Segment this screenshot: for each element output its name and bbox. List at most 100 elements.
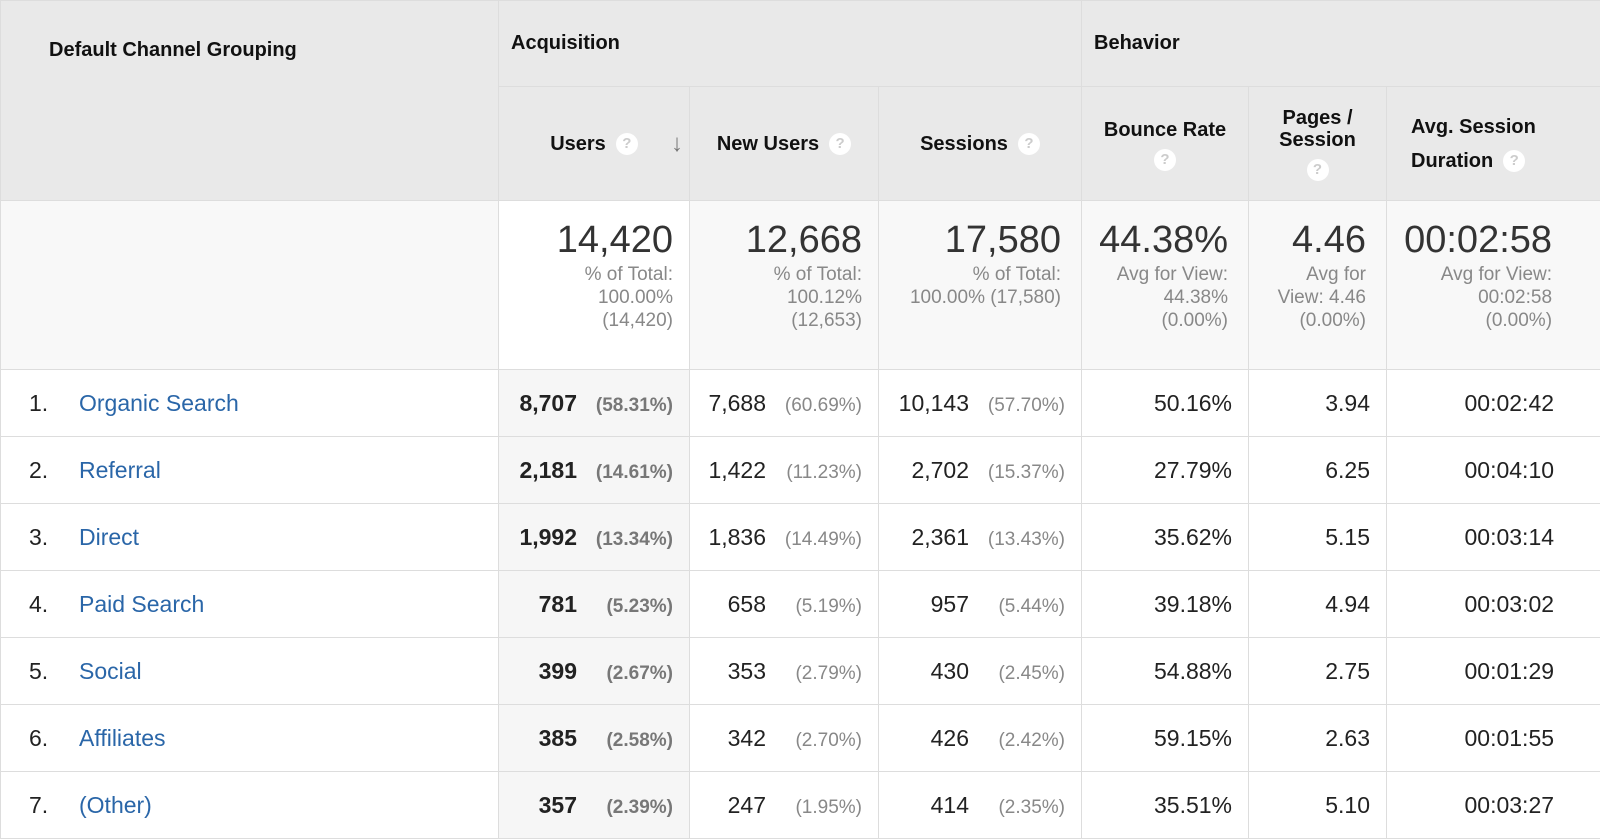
- new-users-column-header[interactable]: New Users?: [690, 87, 879, 201]
- users-percent: (2.39%): [577, 797, 673, 819]
- table-row: 3.Direct 1,992(13.34%) 1,836(14.49%) 2,3…: [1, 504, 1600, 571]
- users-value: 2,181: [519, 457, 577, 483]
- help-icon[interactable]: ?: [1307, 159, 1329, 181]
- row-index: 1.: [29, 390, 79, 417]
- users-value: 399: [539, 658, 577, 684]
- avg-session-duration-column-header[interactable]: Avg. Session Duration?: [1387, 87, 1600, 201]
- total-note: 100.00%: [507, 286, 673, 309]
- new-users-cell: 658(5.19%): [690, 571, 879, 638]
- users-cell: 357(2.39%): [499, 772, 690, 839]
- users-cell: 8,707(58.31%): [499, 370, 690, 437]
- help-icon[interactable]: ?: [616, 133, 638, 155]
- new-users-cell: 353(2.79%): [690, 638, 879, 705]
- channel-link[interactable]: Social: [79, 658, 142, 684]
- sessions-percent: (2.35%): [969, 797, 1065, 819]
- totals-label-cell: [1, 201, 499, 370]
- help-icon[interactable]: ?: [1154, 149, 1176, 171]
- row-index: 7.: [29, 792, 79, 819]
- users-value: 781: [539, 591, 577, 617]
- new-users-value: 658: [728, 591, 766, 617]
- sessions-percent: (2.45%): [969, 663, 1065, 685]
- channel-link[interactable]: Affiliates: [79, 725, 166, 751]
- sessions-percent: (57.70%): [969, 395, 1065, 417]
- channel-link[interactable]: (Other): [79, 792, 152, 818]
- avg-duration-cell: 00:01:55: [1387, 705, 1600, 772]
- new-users-percent: (1.95%): [766, 797, 862, 819]
- total-note: 100.12%: [698, 286, 862, 309]
- sessions-cell: 426(2.42%): [879, 705, 1082, 772]
- avg-duration-cell: 00:02:42: [1387, 370, 1600, 437]
- row-index: 6.: [29, 725, 79, 752]
- users-column-header[interactable]: Users? ↓: [499, 87, 690, 201]
- table-row: 4.Paid Search 781(5.23%) 658(5.19%) 957(…: [1, 571, 1600, 638]
- channel-cell: 5.Social: [1, 638, 499, 705]
- sessions-value: 426: [931, 725, 969, 751]
- table-row: 5.Social 399(2.67%) 353(2.79%) 430(2.45%…: [1, 638, 1600, 705]
- table-row: 1.Organic Search 8,707(58.31%) 7,688(60.…: [1, 370, 1600, 437]
- users-label: Users: [550, 133, 606, 155]
- sessions-cell: 2,702(15.37%): [879, 437, 1082, 504]
- users-percent: (5.23%): [577, 596, 673, 618]
- total-note: (0.00%): [1257, 309, 1366, 332]
- users-cell: 385(2.58%): [499, 705, 690, 772]
- users-percent: (14.61%): [577, 462, 673, 484]
- bounce-rate-cell: 54.88%: [1082, 638, 1249, 705]
- bounce-rate-column-header[interactable]: Bounce Rate?: [1082, 87, 1249, 201]
- channel-cell: 2.Referral: [1, 437, 499, 504]
- channel-link[interactable]: Organic Search: [79, 390, 239, 416]
- users-percent: (13.34%): [577, 529, 673, 551]
- total-users: 14,420% of Total:100.00%(14,420): [499, 201, 690, 370]
- new-users-percent: (2.70%): [766, 730, 862, 752]
- users-cell: 2,181(14.61%): [499, 437, 690, 504]
- sessions-percent: (2.42%): [969, 730, 1065, 752]
- total-note: Avg for View:: [1395, 263, 1552, 286]
- sessions-cell: 957(5.44%): [879, 571, 1082, 638]
- total-note: 100.00% (17,580): [887, 286, 1061, 309]
- bounce-rate-cell: 39.18%: [1082, 571, 1249, 638]
- channel-cell: 6.Affiliates: [1, 705, 499, 772]
- total-note: (12,653): [698, 309, 862, 332]
- new-users-percent: (11.23%): [766, 462, 862, 484]
- total-new-users-value: 12,668: [698, 219, 862, 261]
- pages-session-cell: 4.94: [1249, 571, 1387, 638]
- help-icon[interactable]: ?: [1503, 150, 1525, 172]
- row-index: 2.: [29, 457, 79, 484]
- sessions-column-header[interactable]: Sessions?: [879, 87, 1082, 201]
- sessions-cell: 414(2.35%): [879, 772, 1082, 839]
- channel-cell: 4.Paid Search: [1, 571, 499, 638]
- channel-link[interactable]: Direct: [79, 524, 139, 550]
- total-sessions-value: 17,580: [887, 219, 1061, 261]
- total-new-users: 12,668% of Total:100.12%(12,653): [690, 201, 879, 370]
- avg-duration-cell: 00:04:10: [1387, 437, 1600, 504]
- channel-link[interactable]: Paid Search: [79, 591, 204, 617]
- sessions-percent: (15.37%): [969, 462, 1065, 484]
- avg-duration-cell: 00:01:29: [1387, 638, 1600, 705]
- bounce-rate-label: Bounce Rate: [1082, 117, 1248, 143]
- sort-descending-icon[interactable]: ↓: [671, 131, 683, 157]
- new-users-percent: (14.49%): [766, 529, 862, 551]
- sessions-value: 10,143: [899, 390, 969, 416]
- new-users-value: 342: [728, 725, 766, 751]
- channel-link[interactable]: Referral: [79, 457, 161, 483]
- users-cell: 781(5.23%): [499, 571, 690, 638]
- total-note: 00:02:58: [1395, 286, 1552, 309]
- dimension-header[interactable]: Default Channel Grouping: [1, 1, 499, 201]
- pages-session-label-1: Pages /: [1249, 107, 1386, 129]
- sessions-value: 957: [931, 591, 969, 617]
- bounce-rate-cell: 27.79%: [1082, 437, 1249, 504]
- total-note: % of Total:: [887, 263, 1061, 286]
- help-icon[interactable]: ?: [1018, 133, 1040, 155]
- pages-session-column-header[interactable]: Pages / Session ?: [1249, 87, 1387, 201]
- help-icon[interactable]: ?: [829, 133, 851, 155]
- row-index: 5.: [29, 658, 79, 685]
- total-bounce-rate-value: 44.38%: [1090, 219, 1228, 261]
- row-index: 4.: [29, 591, 79, 618]
- avg-duration-label-2: Duration: [1411, 150, 1493, 172]
- avg-duration-label-1: Avg. Session: [1411, 110, 1600, 144]
- table-row: 7.(Other) 357(2.39%) 247(1.95%) 414(2.35…: [1, 772, 1600, 839]
- users-percent: (58.31%): [577, 395, 673, 417]
- new-users-value: 353: [728, 658, 766, 684]
- avg-duration-cell: 00:03:27: [1387, 772, 1600, 839]
- sessions-value: 430: [931, 658, 969, 684]
